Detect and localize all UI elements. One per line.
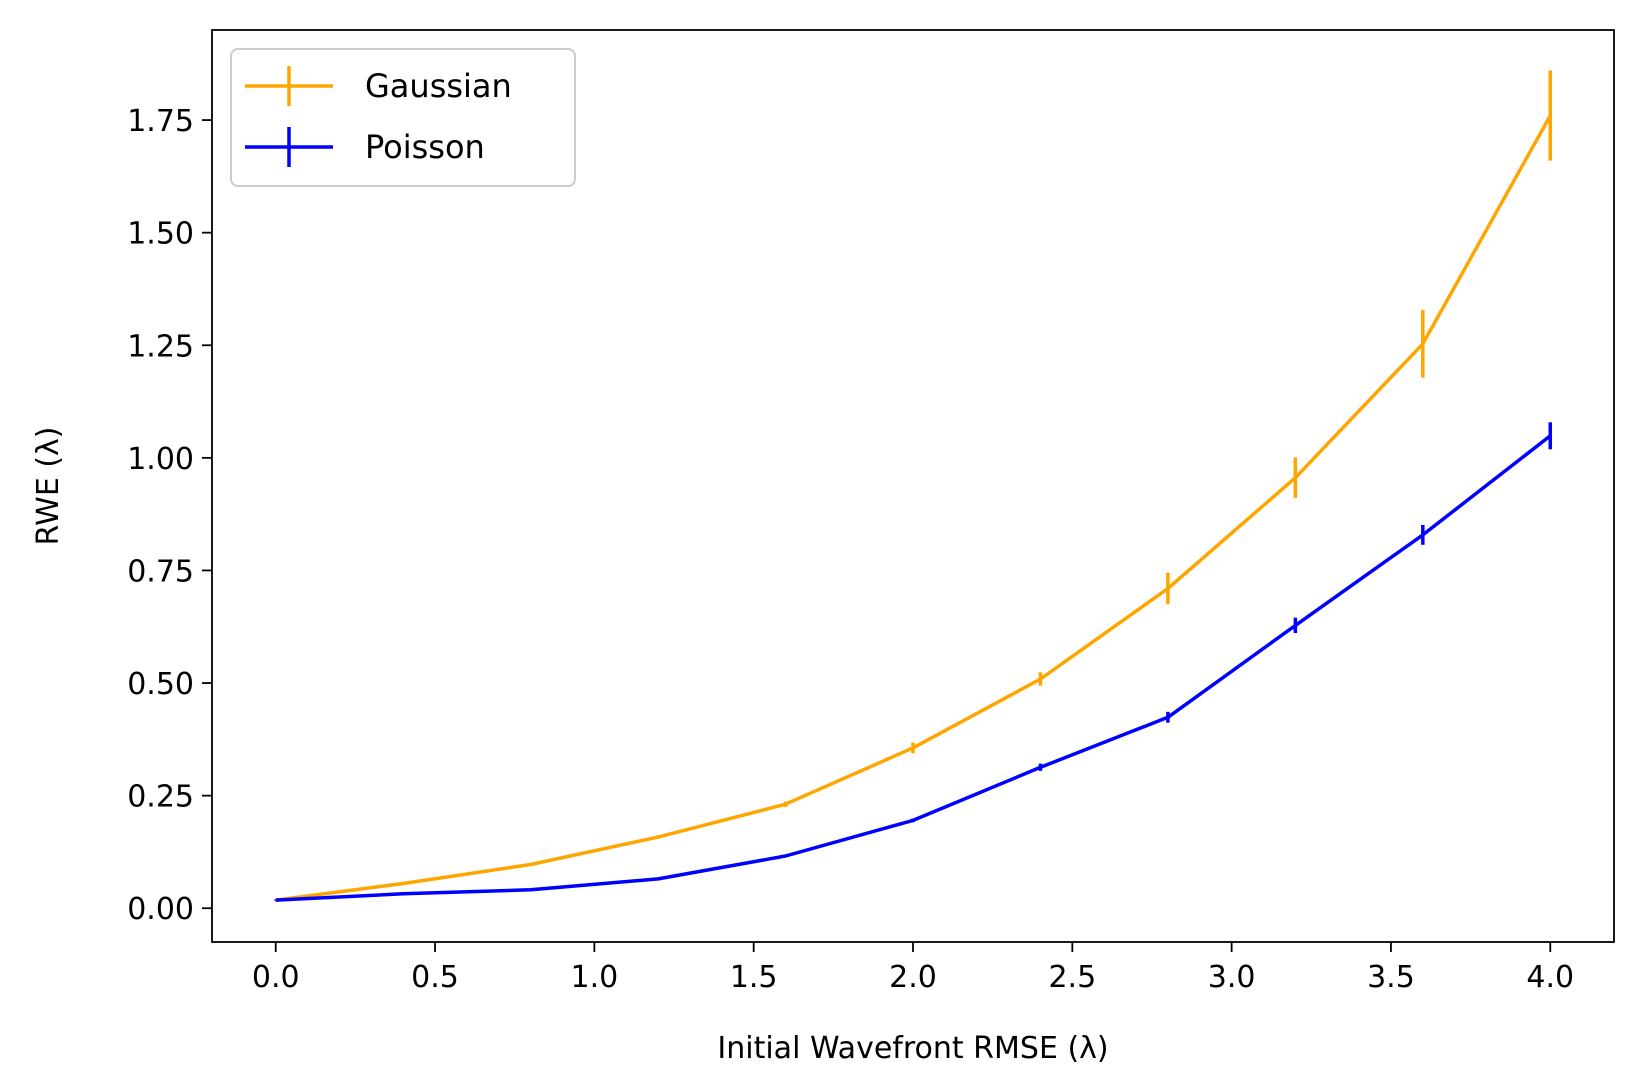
x-tick-label: 2.0 bbox=[889, 960, 937, 995]
x-axis-ticks: 0.0 0.5 1.0 1.5 2.0 2.5 3.0 3.5 4.0 bbox=[252, 942, 1574, 995]
y-tick-label: 0.25 bbox=[127, 780, 194, 815]
y-axis-label: RWE (λ) bbox=[31, 427, 66, 546]
x-tick-label: 3.5 bbox=[1367, 960, 1415, 995]
y-tick-label: 1.75 bbox=[127, 104, 194, 139]
series-layer bbox=[273, 70, 1553, 902]
x-tick-label: 0.5 bbox=[411, 960, 459, 995]
legend-label-poisson: Poisson bbox=[365, 128, 485, 166]
y-tick-label: 1.00 bbox=[127, 442, 194, 477]
y-tick-label: 1.25 bbox=[127, 329, 194, 364]
y-tick-label: 0.50 bbox=[127, 667, 194, 702]
x-tick-label: 3.0 bbox=[1208, 960, 1256, 995]
x-tick-label: 2.5 bbox=[1048, 960, 1096, 995]
y-tick-label: 0.00 bbox=[127, 892, 194, 927]
legend-label-gaussian: Gaussian bbox=[365, 67, 512, 105]
legend-box bbox=[230, 48, 576, 187]
axes-frame bbox=[211, 29, 1615, 943]
y-axis-ticks: 0.00 0.25 0.50 0.75 1.00 1.25 1.50 1.75 bbox=[127, 104, 212, 927]
x-tick-label: 1.0 bbox=[571, 960, 619, 995]
y-tick-label: 0.75 bbox=[127, 554, 194, 589]
x-axis-label: Initial Wavefront RMSE (λ) bbox=[717, 1031, 1108, 1066]
y-tick-label: 1.50 bbox=[127, 217, 194, 252]
x-tick-label: 0.0 bbox=[252, 960, 300, 995]
legend: Gaussian Poisson bbox=[230, 48, 576, 187]
x-tick-label: 1.5 bbox=[730, 960, 778, 995]
x-tick-label: 4.0 bbox=[1526, 960, 1574, 995]
